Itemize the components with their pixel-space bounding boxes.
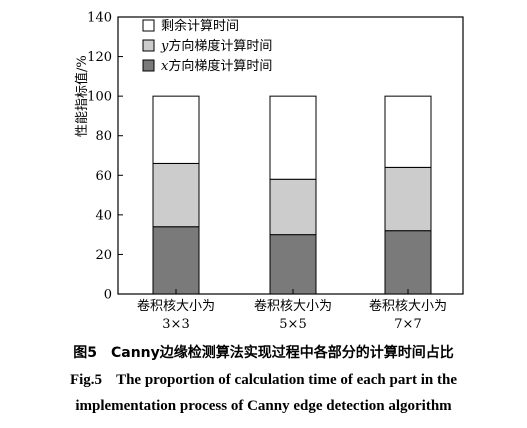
x-tick-label-line2: 3×3 bbox=[162, 317, 189, 332]
y-tick-label: 100 bbox=[87, 90, 112, 105]
caption-cn-text: Canny边缘检测算法实现过程中各部分的计算时间占比 bbox=[110, 345, 454, 361]
bar-segment bbox=[152, 226, 200, 295]
y-tick-label: 140 bbox=[87, 11, 112, 26]
bar-segment bbox=[384, 230, 432, 295]
legend-swatch bbox=[142, 19, 155, 32]
y-tick-label: 60 bbox=[95, 169, 112, 184]
legend-label: x方向梯度计算时间 bbox=[161, 58, 272, 74]
figure-caption-cn: 图5 Canny边缘检测算法实现过程中各部分的计算时间占比 bbox=[0, 342, 527, 362]
x-tick-label-line2: 7×7 bbox=[394, 317, 421, 332]
figure-caption-en-line1: Fig.5 The proportion of calculation time … bbox=[0, 372, 527, 389]
caption-cn-figure-number: 图5 bbox=[73, 345, 97, 361]
x-tick-label-line1: 卷积核大小为 bbox=[137, 298, 215, 314]
y-tick-label: 120 bbox=[87, 50, 112, 65]
caption-en-figure-number: Fig.5 bbox=[69, 372, 103, 388]
x-tick-label-line1: 卷积核大小为 bbox=[369, 298, 447, 314]
bar-segment bbox=[152, 162, 200, 228]
legend-label: 剩余计算时间 bbox=[161, 18, 239, 34]
bar-segment bbox=[384, 166, 432, 232]
x-tick-label-line2: 5×5 bbox=[279, 317, 306, 332]
y-tick-label: 0 bbox=[104, 288, 112, 303]
y-tick-label: 20 bbox=[95, 248, 112, 263]
legend-swatch bbox=[142, 59, 155, 72]
y-axis-label: 性能指标值/% bbox=[74, 55, 90, 137]
y-tick-label: 40 bbox=[95, 208, 112, 223]
bar-segment bbox=[269, 95, 317, 180]
legend-label: y方向梯度计算时间 bbox=[160, 38, 272, 54]
stacked-bar-chart: 0 20 40 60 80 100 120 140 性能指标值/% 卷积核大小为 3×3 卷积核大小为… bbox=[74, 11, 464, 332]
bar-segment bbox=[384, 95, 432, 168]
legend-swatch bbox=[142, 39, 155, 52]
bar-segment bbox=[152, 95, 200, 164]
figure-caption-en-line2: implementation process of Canny edge det… bbox=[75, 398, 452, 414]
x-tick-label-line1: 卷积核大小为 bbox=[254, 298, 332, 314]
chart-svg: 0 20 40 60 80 100 120 140 性能指标值/% 卷积核大小为 3×3 卷积核大小为… bbox=[74, 11, 464, 332]
bar-segment bbox=[269, 234, 317, 295]
caption-en-text-line1: The proportion of calculation time of ea… bbox=[116, 372, 458, 388]
y-tick-label: 80 bbox=[95, 129, 112, 144]
bar-segment bbox=[269, 178, 317, 236]
